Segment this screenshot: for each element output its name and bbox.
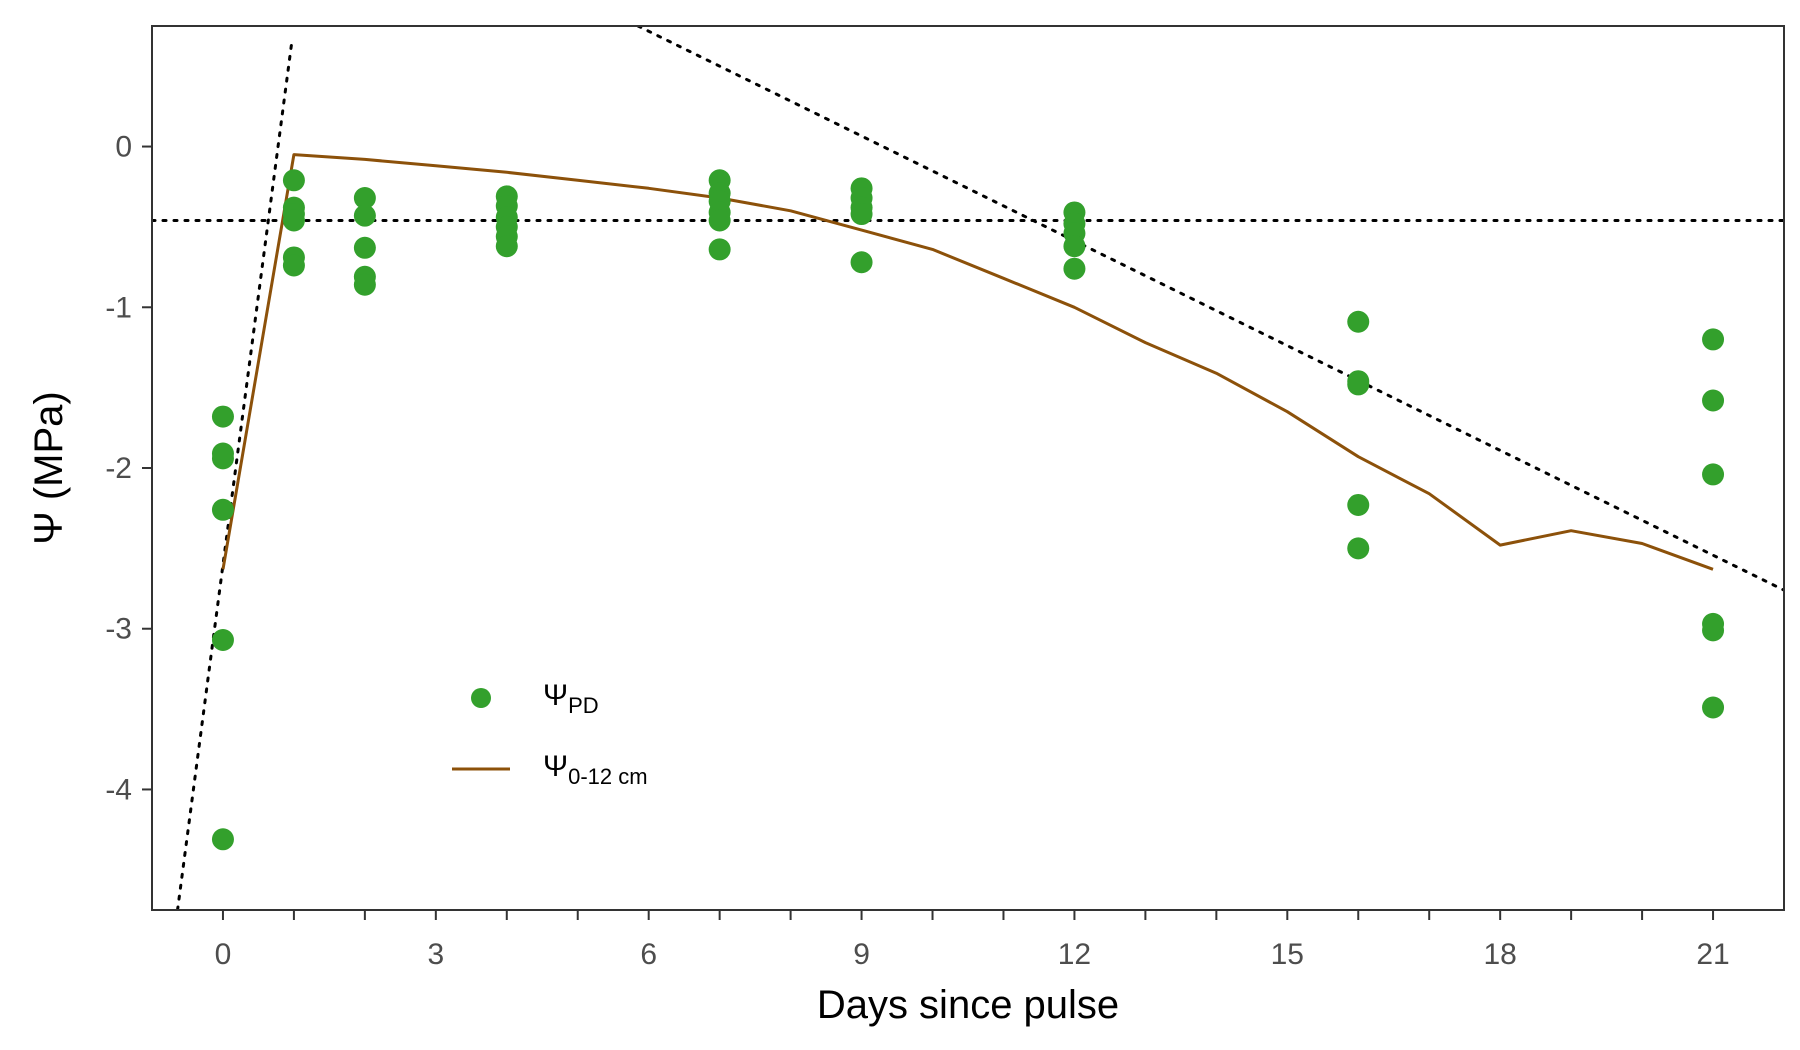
data-point-psi-pd (211, 498, 234, 521)
legend-key-point (471, 688, 491, 708)
x-tick-label: 6 (640, 938, 657, 971)
plot-area (152, 26, 1784, 910)
data-point-psi-pd (1347, 537, 1370, 560)
y-tick-label: -4 (105, 773, 132, 806)
data-point-psi-pd (1063, 235, 1086, 258)
data-point-psi-pd (353, 236, 376, 259)
series-line-psi-0-12cm (221, 153, 1714, 571)
x-tick-label: 18 (1483, 938, 1516, 971)
data-point-psi-pd (353, 273, 376, 296)
data-point-psi-pd (1702, 696, 1725, 719)
data-point-psi-pd (1702, 328, 1725, 351)
plot-contents (152, 26, 1784, 910)
data-point-psi-pd (1347, 310, 1370, 333)
x-tick-label: 3 (427, 938, 444, 971)
data-point-psi-pd (282, 254, 305, 277)
y-axis-title: Ψ (MPa) (27, 391, 71, 544)
x-axis-title: Days since pulse (817, 983, 1119, 1027)
y-tick-label: -1 (105, 291, 132, 324)
x-tick-label: 15 (1271, 938, 1304, 971)
data-point-psi-pd (1063, 257, 1086, 280)
data-point-psi-pd (282, 209, 305, 232)
data-point-psi-pd (1347, 373, 1370, 396)
data-point-psi-pd (850, 203, 873, 226)
data-point-psi-pd (1347, 493, 1370, 516)
data-point-psi-pd (282, 169, 305, 192)
data-point-psi-pd (353, 186, 376, 209)
reference-line-1 (176, 40, 294, 910)
y-tick-label: 0 (115, 131, 132, 164)
x-tick-label: 9 (853, 938, 870, 971)
data-point-psi-pd (211, 447, 234, 470)
data-point-psi-pd (850, 251, 873, 274)
data-point-psi-pd (1702, 619, 1725, 642)
axes: 0 3 6 9 12 15 18 21 0 -1 -2 -3 -4 (105, 131, 1729, 971)
x-tick-label: 0 (215, 938, 232, 971)
data-point-psi-pd (495, 235, 518, 258)
data-point-psi-pd (1702, 463, 1725, 486)
data-point-psi-pd (211, 628, 234, 651)
x-tick-label: 21 (1696, 938, 1729, 971)
data-point-psi-pd (708, 209, 731, 232)
data-point-psi-pd (353, 204, 376, 227)
data-point-psi-pd (211, 828, 234, 851)
y-tick-label: -2 (105, 452, 132, 485)
data-point-psi-pd (211, 405, 234, 428)
x-tick-label: 12 (1058, 938, 1091, 971)
data-point-psi-pd (708, 238, 731, 261)
reference-line-2 (636, 26, 1784, 592)
y-tick-label: -3 (105, 613, 132, 646)
data-point-psi-pd (1702, 389, 1725, 412)
